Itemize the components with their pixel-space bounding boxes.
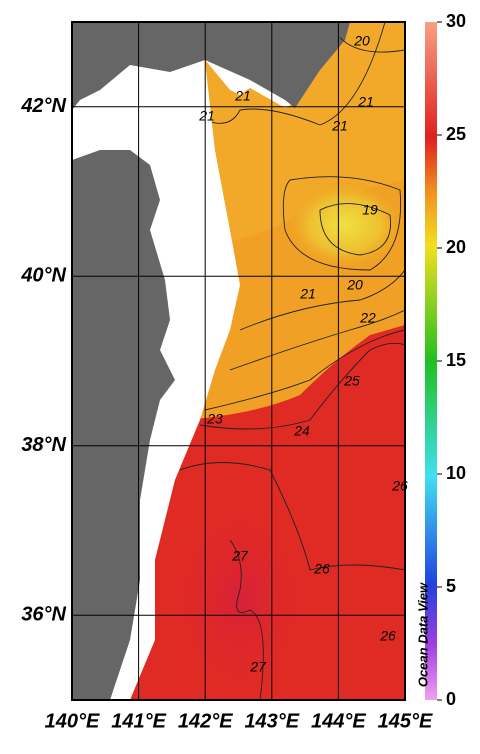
colorbar-tick-label: 15: [446, 350, 466, 370]
contour-label: 21: [234, 88, 251, 104]
contour-label: 26: [391, 478, 408, 494]
contour-label: 20: [346, 277, 363, 293]
map-frame: [71, 21, 406, 701]
colorbar-tick-label: 5: [446, 576, 456, 596]
lon-tick-label: 140°E: [45, 710, 100, 732]
contour-label: 20: [353, 33, 370, 49]
lon-tick-label: 145°E: [378, 710, 433, 732]
colorbar-tick-label: 0: [446, 689, 456, 709]
colorbar-tick-label: 30: [446, 11, 466, 31]
contour-label: 25: [343, 373, 360, 389]
colorbar-tick-label: 25: [446, 124, 466, 144]
lon-tick-label: 141°E: [111, 710, 166, 732]
contour-label: 26: [379, 628, 396, 644]
contour-label: 23: [206, 411, 223, 427]
lon-tick-label: 142°E: [178, 710, 233, 732]
lon-tick-label: 144°E: [311, 710, 366, 732]
contour-label: 21: [299, 286, 316, 302]
colorbar: [425, 22, 437, 700]
lat-tick-label: 38°N: [21, 434, 66, 456]
contour-label: 22: [359, 310, 376, 326]
colorbar-tick-label: 20: [446, 237, 466, 257]
contour-label: 27: [231, 548, 249, 564]
lat-tick-label: 42°N: [20, 95, 66, 117]
colorbar-tick-label: 10: [446, 463, 466, 483]
lon-tick-label: 143°E: [244, 710, 299, 732]
contour-label: 24: [293, 423, 310, 439]
lat-tick-label: 40°N: [20, 265, 66, 287]
watermark: Ocean Data View: [415, 582, 430, 687]
lat-tick-label: 36°N: [21, 604, 66, 626]
contour-label: 21: [198, 108, 215, 124]
contour-label: 21: [331, 118, 348, 134]
contour-label: 26: [313, 561, 330, 577]
contour-label: 21: [357, 94, 374, 110]
map-area: [72, 22, 405, 700]
contour-label: 19: [362, 202, 378, 218]
contour-label: 27: [249, 659, 267, 675]
